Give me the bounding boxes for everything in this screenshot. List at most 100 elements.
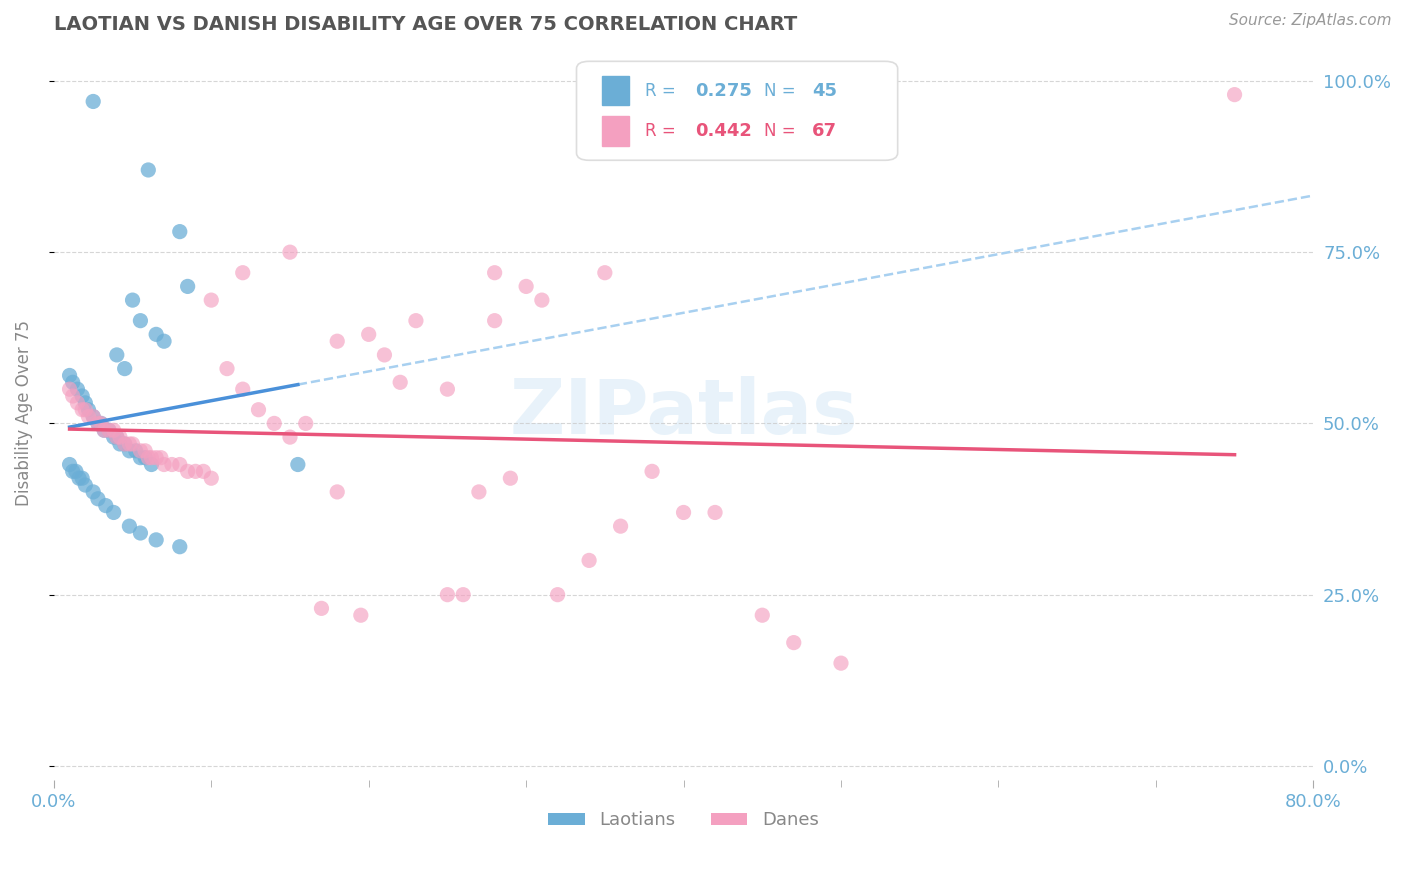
Point: [468, 484, 491, 499]
Point: [66, 382, 89, 396]
FancyBboxPatch shape: [602, 116, 630, 145]
Point: [62, 464, 84, 478]
Point: [129, 443, 152, 458]
Point: [160, 458, 183, 472]
Point: [1223, 87, 1246, 102]
Point: [247, 402, 270, 417]
Point: [105, 348, 128, 362]
Point: [70, 471, 93, 485]
Point: [311, 601, 333, 615]
FancyBboxPatch shape: [602, 76, 630, 105]
Point: [451, 588, 474, 602]
Point: [153, 334, 176, 349]
Point: [118, 443, 141, 458]
Point: [87, 417, 110, 431]
Point: [350, 608, 373, 623]
Point: [169, 225, 191, 239]
Point: [232, 266, 254, 280]
Point: [176, 464, 198, 478]
Point: [136, 163, 159, 178]
Point: [326, 484, 349, 499]
Text: 0.442: 0.442: [695, 122, 752, 140]
Point: [499, 471, 522, 485]
Point: [200, 471, 222, 485]
Point: [103, 506, 125, 520]
Text: R =: R =: [644, 82, 681, 100]
Point: [58, 368, 80, 383]
Point: [278, 245, 301, 260]
Point: [145, 450, 167, 465]
Point: [82, 484, 104, 499]
Text: LAOTIAN VS DANISH DISABILITY AGE OVER 75 CORRELATION CHART: LAOTIAN VS DANISH DISABILITY AGE OVER 75…: [53, 15, 797, 34]
Point: [75, 396, 97, 410]
Point: [58, 458, 80, 472]
Point: [82, 409, 104, 424]
Point: [641, 464, 664, 478]
Point: [90, 417, 112, 431]
Point: [145, 327, 167, 342]
Text: R =: R =: [644, 122, 681, 140]
Point: [114, 437, 136, 451]
Point: [436, 382, 458, 396]
Point: [515, 279, 537, 293]
Text: ZIPatlas: ZIPatlas: [509, 376, 858, 450]
Point: [593, 266, 616, 280]
Text: 45: 45: [813, 82, 837, 100]
Point: [176, 279, 198, 293]
Point: [294, 417, 316, 431]
Point: [93, 423, 115, 437]
Point: [389, 376, 412, 390]
Point: [278, 430, 301, 444]
Point: [373, 348, 395, 362]
Point: [141, 450, 163, 465]
Point: [114, 437, 136, 451]
Point: [263, 417, 285, 431]
Point: [103, 430, 125, 444]
Point: [77, 409, 100, 424]
Point: [357, 327, 380, 342]
Text: N =: N =: [763, 122, 801, 140]
Point: [70, 389, 93, 403]
Point: [103, 423, 125, 437]
Point: [118, 437, 141, 451]
Point: [121, 293, 143, 307]
Point: [704, 506, 727, 520]
FancyBboxPatch shape: [576, 62, 897, 161]
Point: [609, 519, 631, 533]
Text: N =: N =: [763, 82, 801, 100]
Point: [169, 540, 191, 554]
Point: [70, 402, 93, 417]
Point: [105, 430, 128, 444]
Point: [129, 526, 152, 541]
Point: [830, 656, 852, 670]
Point: [108, 437, 131, 451]
Point: [134, 443, 156, 458]
Point: [77, 402, 100, 417]
Point: [118, 519, 141, 533]
Point: [530, 293, 553, 307]
Point: [484, 266, 506, 280]
Point: [547, 588, 569, 602]
Point: [153, 458, 176, 472]
Point: [65, 464, 87, 478]
Point: [232, 382, 254, 396]
Point: [145, 533, 167, 547]
Point: [97, 423, 120, 437]
Point: [184, 464, 207, 478]
Point: [129, 313, 152, 327]
Point: [484, 313, 506, 327]
Point: [108, 430, 131, 444]
Legend: Laotians, Danes: Laotians, Danes: [541, 804, 825, 837]
Point: [578, 553, 600, 567]
Point: [90, 417, 112, 431]
Point: [93, 423, 115, 437]
Point: [215, 361, 238, 376]
Point: [114, 361, 136, 376]
Point: [129, 450, 152, 465]
Point: [193, 464, 215, 478]
Point: [82, 409, 104, 424]
Point: [149, 450, 172, 465]
Point: [87, 491, 110, 506]
Text: 67: 67: [813, 122, 837, 140]
Point: [62, 389, 84, 403]
